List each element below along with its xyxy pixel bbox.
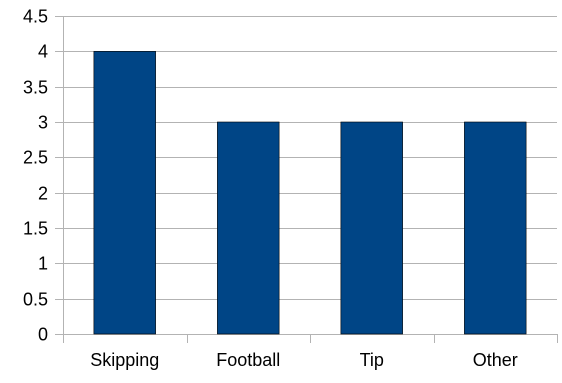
y-axis-tick-labels: 0 0.5 1 1.5 2 2.5 3 3.5 4 4.5 xyxy=(23,7,48,345)
bars xyxy=(93,51,527,335)
x-axis-tick-labels: Skipping Football Tip Other xyxy=(90,350,518,370)
bar-other xyxy=(464,121,527,335)
y-tick-label: 0.5 xyxy=(23,290,48,310)
y-tick-label: 2 xyxy=(38,184,48,204)
y-tick-label: 1.5 xyxy=(23,219,48,239)
x-tick-label: Tip xyxy=(360,350,384,370)
y-tick-label: 3.5 xyxy=(23,78,48,98)
axes xyxy=(55,16,558,343)
bar-football xyxy=(217,121,280,335)
y-tick-label: 1 xyxy=(38,254,48,274)
bar-tip xyxy=(340,121,403,335)
x-tick-label: Other xyxy=(473,350,518,370)
bar-skipping xyxy=(93,51,156,335)
y-tick-label: 4.5 xyxy=(23,7,48,27)
x-tick-label: Skipping xyxy=(90,350,159,370)
y-tick-label: 0 xyxy=(38,325,48,345)
y-tick-label: 3 xyxy=(38,113,48,133)
y-tick-label: 2.5 xyxy=(23,148,48,168)
y-tick-label: 4 xyxy=(38,42,48,62)
x-tick-label: Football xyxy=(216,350,280,370)
